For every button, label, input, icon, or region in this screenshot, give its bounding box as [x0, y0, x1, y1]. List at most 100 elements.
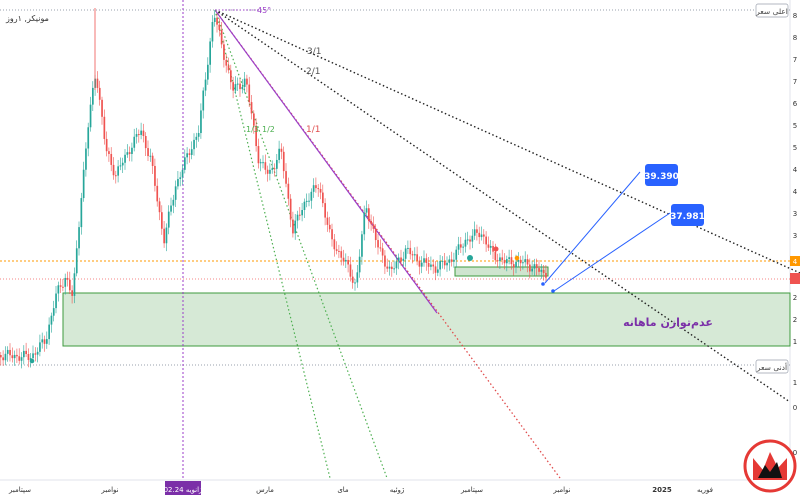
gann-line-1-1-solid: [214, 9, 438, 314]
time-tick-label: فوریه: [697, 486, 713, 494]
candle-body: [23, 350, 25, 358]
candle-body: [416, 254, 418, 261]
price-tick-label: 2: [793, 294, 797, 302]
candle-body: [483, 234, 485, 237]
candle-body: [326, 217, 329, 225]
fan-label-1-2: 1/2: [262, 125, 275, 134]
candle-body: [52, 308, 55, 316]
candle-body: [310, 191, 313, 201]
candle-body: [379, 247, 382, 249]
small-green-zone[interactable]: [454, 266, 549, 277]
candle-body: [388, 266, 391, 269]
candle-body: [2, 357, 4, 361]
price-tick-label: 4: [793, 188, 798, 196]
price-tick-label: 8: [793, 12, 797, 20]
candle-body: [236, 83, 239, 85]
candle-body: [294, 220, 297, 234]
price-tick-label: 6: [793, 100, 798, 108]
target-box-2[interactable]: 37.981: [670, 204, 705, 226]
brand-logo: [743, 439, 797, 493]
candle-body: [89, 104, 92, 128]
candle-body: [469, 239, 471, 242]
candle-body: [324, 203, 326, 218]
candle-body: [464, 239, 467, 247]
candlestick-series[interactable]: [0, 8, 547, 369]
candle-body: [519, 259, 522, 264]
price-tick-label: 3: [793, 232, 797, 240]
candle-body: [140, 130, 142, 135]
candle-body: [319, 189, 322, 193]
svg-text:أدنی سعر: أدنی سعر: [756, 362, 787, 372]
candle-body: [57, 285, 60, 294]
candle-body: [80, 198, 83, 228]
candle-body: [69, 279, 71, 291]
candle-body: [317, 188, 320, 190]
candle-body: [439, 260, 441, 270]
candle-body: [220, 29, 223, 45]
projection-line-1: [544, 171, 641, 284]
candle-body: [386, 266, 389, 269]
price-marker-orange: [790, 256, 800, 266]
candle-body: [138, 134, 140, 136]
candle-body: [425, 258, 428, 264]
candle-body: [335, 249, 338, 251]
candle-body: [407, 247, 409, 249]
candle-body: [36, 351, 39, 355]
candle-body: [494, 251, 497, 261]
candle-body: [466, 239, 469, 241]
time-axis[interactable]: سپتامبر نوامبر ژانویه 02.24 مارس مای ژوئیه سپت…: [8, 481, 713, 495]
price-tick-label: 5: [793, 144, 797, 152]
candle-body: [308, 200, 310, 202]
candle-body: [48, 324, 50, 340]
candle-body: [301, 209, 303, 216]
candle-body: [478, 232, 481, 238]
candle-body: [105, 138, 108, 152]
price-tick-label: 2: [793, 316, 797, 324]
projection-point-2: [551, 289, 555, 293]
candle-body: [269, 169, 271, 174]
price-tick-label: 1: [793, 379, 797, 387]
candle-body: [333, 239, 336, 250]
candle-body: [158, 201, 161, 213]
marker-green: [467, 255, 473, 261]
candle-body: [506, 259, 508, 264]
candle-body: [209, 41, 211, 65]
candle-body: [485, 236, 487, 245]
candle-body: [287, 183, 290, 199]
target-box-1[interactable]: 39.390: [644, 164, 679, 186]
candle-body: [6, 349, 9, 354]
candle-body: [358, 256, 361, 273]
candle-body: [85, 148, 87, 170]
candle-body: [427, 263, 430, 267]
candle-body: [299, 214, 301, 216]
price-tick-label: 7: [793, 56, 797, 64]
candle-body: [27, 354, 30, 360]
candle-body: [538, 268, 540, 272]
price-marker-text: 4: [793, 258, 798, 266]
candle-body: [282, 151, 285, 172]
candle-body: [87, 127, 90, 149]
time-tick-label: نوامبر: [552, 486, 570, 494]
candle-body: [262, 162, 264, 164]
candle-body: [227, 65, 230, 71]
candle-body: [370, 220, 372, 225]
candle-body: [55, 293, 57, 309]
candle-body: [246, 78, 248, 85]
candle-body: [285, 171, 287, 184]
candle-body: [250, 102, 253, 114]
candle-body: [409, 247, 412, 255]
candle-body: [322, 192, 324, 204]
candle-body: [96, 78, 99, 88]
price-tick-label: 8: [793, 34, 797, 42]
price-axis[interactable]: [790, 0, 800, 500]
candle-body: [430, 264, 432, 267]
candle-body: [149, 155, 152, 157]
candle-body: [522, 262, 524, 264]
candle-body: [216, 17, 218, 25]
candle-body: [441, 260, 444, 262]
candle-body: [460, 244, 462, 248]
candle-body: [496, 260, 499, 262]
candle-body: [101, 99, 103, 117]
candle-body: [512, 264, 515, 268]
